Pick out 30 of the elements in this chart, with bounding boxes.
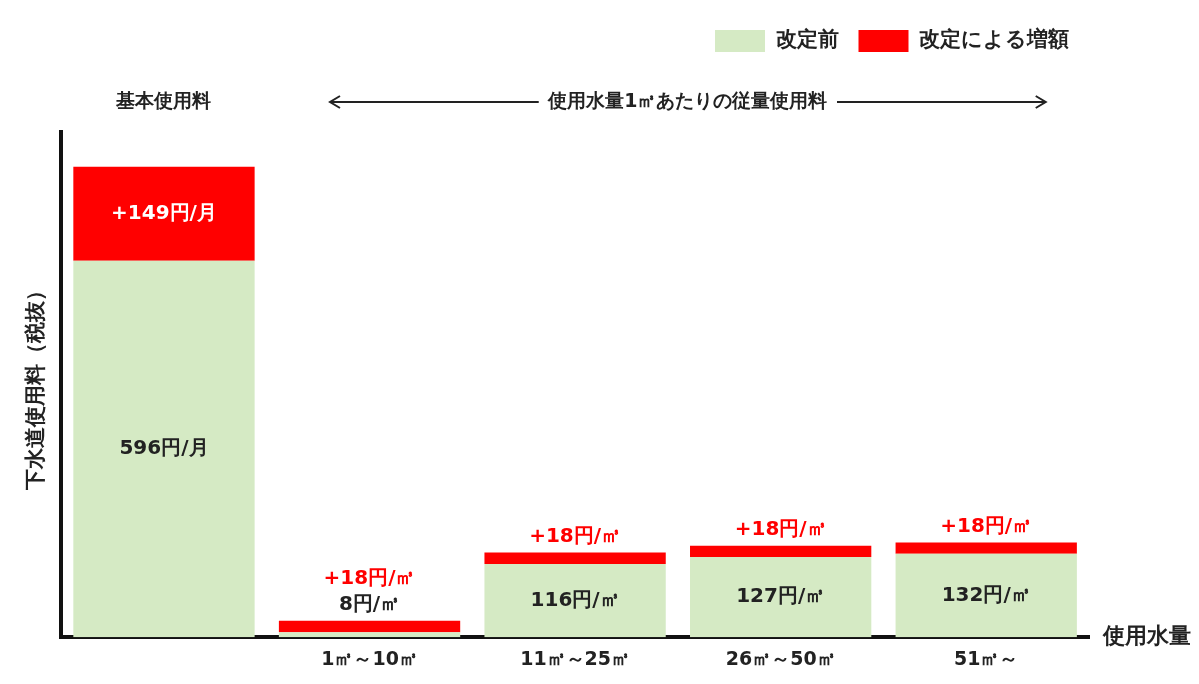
x-tick-label: 51㎥～	[953, 646, 1019, 669]
bar	[690, 545, 872, 557]
data-label: 596円/月	[119, 435, 209, 460]
data-label: +18円/㎥	[323, 564, 416, 589]
x-tick-label: 11㎥～25㎥	[520, 646, 631, 669]
data-label: 8円/㎥	[338, 590, 401, 615]
data-label: 127円/㎥	[736, 583, 826, 608]
bar	[895, 542, 1077, 554]
legend-label: 改定前	[775, 27, 839, 52]
data-label: +18円/㎥	[734, 515, 827, 540]
data-label: +149円/月	[111, 199, 217, 224]
legend-label: 改定による増額	[919, 27, 1069, 52]
bar	[895, 553, 1077, 638]
data-label: 116円/㎥	[530, 586, 620, 611]
bar	[278, 632, 461, 638]
text: 基本使用料	[115, 88, 212, 111]
x-tick-label: 1㎥～10㎥	[321, 646, 418, 669]
bar	[278, 620, 461, 633]
data-label: 132円/㎥	[941, 581, 1031, 606]
x-axis-title: 使用水量	[1102, 622, 1191, 648]
text: 使用水量1㎥あたりの従量使用料	[547, 88, 828, 111]
y-axis-title: 下水道使用料（税抜）	[23, 279, 48, 491]
data-label: +18円/㎥	[529, 522, 622, 547]
bar	[484, 563, 666, 638]
data-label: +18円/㎥	[940, 512, 1033, 537]
bar	[690, 557, 872, 638]
bar	[73, 166, 255, 261]
bar	[484, 552, 666, 564]
bar	[73, 260, 255, 638]
x-tick-label: 26㎥～50㎥	[725, 646, 836, 669]
